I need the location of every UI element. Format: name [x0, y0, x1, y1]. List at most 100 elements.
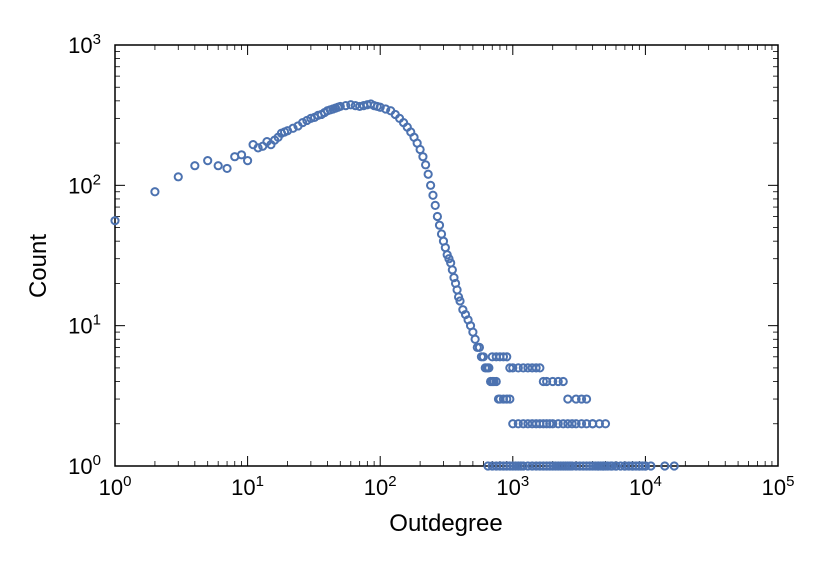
x-tick-label-base: 10	[629, 475, 653, 500]
scatter-point	[563, 394, 573, 404]
scatter-point	[531, 363, 541, 373]
x-tick-label: 103	[496, 473, 529, 500]
x-tick-label: 102	[364, 473, 397, 500]
scatter-point	[581, 461, 592, 471]
scatter-point	[381, 104, 391, 114]
scatter-point	[505, 461, 515, 471]
scatter-point	[576, 419, 587, 429]
scatter-point	[455, 296, 465, 306]
scatter-point	[600, 461, 611, 471]
scatter-point	[558, 419, 568, 429]
scatter-point	[518, 419, 528, 429]
major-ticks	[114, 44, 779, 467]
scatter-point	[535, 363, 545, 373]
scatter-point	[637, 461, 648, 471]
y-tick-label-exponent: 0	[93, 452, 101, 469]
scatter-point	[558, 376, 568, 387]
scatter-point	[341, 100, 351, 111]
y-tick-label: 101	[68, 312, 101, 339]
scatter-point	[545, 419, 555, 429]
scatter-point	[478, 352, 488, 362]
x-tick-label: 105	[762, 473, 795, 500]
scatter-point	[523, 419, 533, 429]
scatter-point	[542, 419, 552, 429]
scatter-point	[474, 342, 485, 353]
scatter-points	[110, 99, 679, 471]
x-tick-label-base: 10	[364, 475, 388, 500]
scatter-point	[432, 211, 442, 222]
scatter-point	[498, 352, 509, 362]
x-tick-label: 104	[629, 473, 662, 500]
scatter-point	[545, 461, 555, 471]
scatter-point	[646, 461, 656, 471]
scatter-point	[513, 363, 523, 373]
scatter-point	[553, 376, 563, 387]
scatter-point	[660, 461, 670, 471]
scatter-point	[375, 102, 385, 112]
scatter-point	[502, 352, 512, 362]
scatter-point	[542, 376, 552, 387]
scatter-point	[421, 160, 431, 170]
scatter-point	[611, 461, 621, 471]
scatter-point	[423, 169, 433, 179]
scatter-point	[203, 156, 213, 166]
scatter-point	[518, 461, 528, 471]
scatter-point	[523, 363, 533, 373]
scatter-point	[484, 363, 494, 373]
scatter-point	[415, 144, 425, 155]
scatter-point	[542, 461, 552, 471]
scatter-point	[563, 419, 573, 429]
scatter-point	[426, 180, 436, 190]
scatter-point	[571, 394, 581, 404]
scatter-point	[430, 200, 440, 210]
y-tick-label-exponent: 3	[93, 31, 101, 48]
scatter-point	[581, 419, 592, 429]
x-tick-label-exponent: 2	[388, 473, 396, 490]
scatter-point	[505, 394, 515, 404]
x-tick-label: 101	[231, 473, 264, 500]
scatter-point	[110, 216, 120, 226]
scatter-point	[190, 161, 200, 171]
scatter-point	[483, 461, 493, 471]
scatter-point	[576, 394, 587, 404]
scatter-point	[615, 461, 626, 471]
x-tick-label-exponent: 3	[521, 473, 529, 490]
scatter-point	[600, 419, 611, 429]
scatter-point	[470, 334, 480, 344]
x-tick-label-exponent: 0	[123, 473, 131, 490]
scatter-point	[236, 150, 247, 160]
scatter-point	[428, 190, 438, 200]
y-tick-label-exponent: 2	[93, 171, 101, 188]
scatter-point	[491, 376, 501, 387]
scatter-point	[523, 461, 533, 471]
scatter-point	[213, 161, 223, 171]
x-tick-label-exponent: 4	[653, 473, 661, 490]
scatter-point	[253, 143, 263, 153]
x-tick-label-base: 10	[496, 475, 520, 500]
scatter-point	[444, 254, 454, 264]
scatter-point	[606, 461, 616, 471]
scatter-point	[449, 273, 459, 283]
x-axis-label: Outdegree	[389, 510, 502, 537]
scatter-point	[548, 419, 558, 429]
scatter-point	[173, 172, 183, 182]
x-tick-labels: 100 101 102 103 104 105	[99, 473, 795, 500]
plot-frame	[114, 44, 779, 467]
scatter-point	[436, 229, 447, 239]
scatter-point	[594, 419, 605, 429]
scatter-point	[346, 100, 356, 110]
y-tick-label: 103	[68, 31, 101, 58]
scatter-point	[505, 363, 515, 373]
x-tick-label-base: 10	[762, 475, 786, 500]
scatter-point	[502, 394, 512, 404]
scatter-point	[502, 461, 512, 471]
y-tick-label-base: 10	[68, 314, 92, 339]
scatter-point	[538, 376, 548, 387]
y-tick-label-base: 10	[68, 33, 92, 58]
y-tick-label: 100	[68, 452, 101, 479]
scatter-point	[585, 461, 595, 471]
y-tick-label-exponent: 1	[93, 312, 101, 329]
